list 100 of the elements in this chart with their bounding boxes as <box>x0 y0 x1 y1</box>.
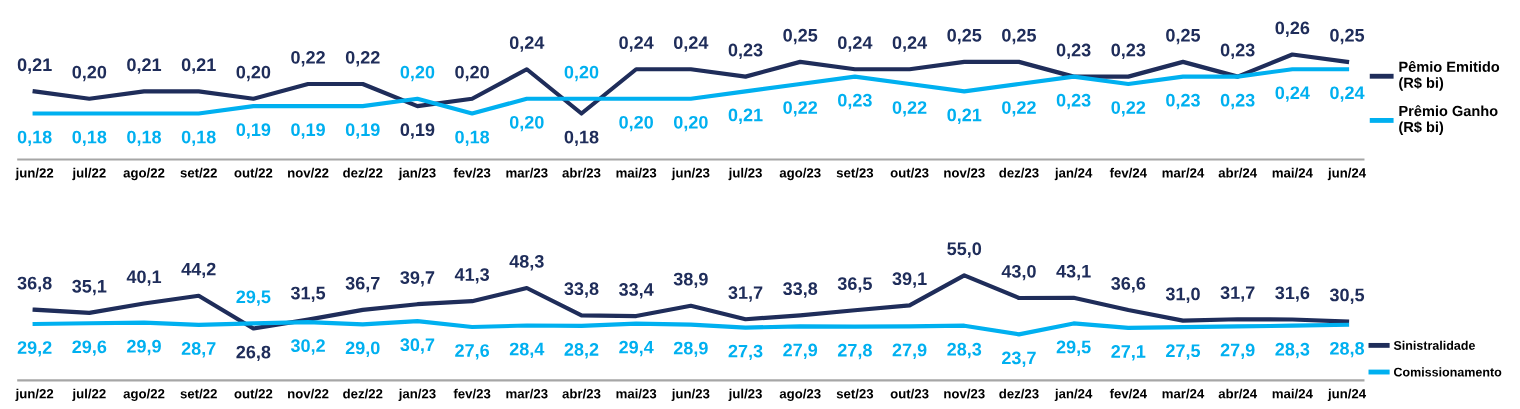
x-tick-label: fev/24 <box>1109 167 1147 178</box>
legend-label: Prêmio Ganho (R$ bi) <box>1399 105 1498 136</box>
x-tick-label: jul/23 <box>728 167 762 181</box>
data-label: 29,6 <box>72 340 107 356</box>
data-label: 0,20 <box>455 65 489 82</box>
x-tick-label: jul/22 <box>72 388 106 401</box>
data-label: 27,6 <box>455 344 490 360</box>
data-label: 28,8 <box>1330 341 1365 358</box>
data-label: 44,2 <box>181 262 216 279</box>
x-tick-label: jan/23 <box>398 167 436 181</box>
data-label: 0,20 <box>400 65 435 82</box>
data-label: 33,4 <box>619 283 654 299</box>
data-label: 0,22 <box>1002 101 1036 117</box>
x-tick-label: abr/24 <box>1218 167 1258 178</box>
data-label: 0,18 <box>181 130 216 147</box>
data-label: 0,26 <box>1275 21 1310 37</box>
data-label: 0,25 <box>1330 28 1365 45</box>
data-label: 0,24 <box>619 36 654 52</box>
data-label: 26,8 <box>236 345 271 362</box>
data-label: 27,8 <box>837 343 872 360</box>
x-tick-label: dez/22 <box>343 167 383 178</box>
x-tick-label: jun/22 <box>15 167 54 181</box>
data-label: 0,25 <box>1166 28 1201 45</box>
data-label: 27,3 <box>728 344 763 361</box>
data-label: 43,1 <box>1056 264 1091 281</box>
data-label: 27,9 <box>783 343 818 359</box>
data-label: 29,4 <box>619 340 654 357</box>
x-tick-label: mai/24 <box>1272 167 1313 178</box>
x-tick-label: mai/24 <box>1272 388 1313 399</box>
data-label: 0,22 <box>892 101 927 117</box>
data-label: 31,5 <box>290 286 326 303</box>
data-label: 28,3 <box>947 342 982 359</box>
legend-label: Comissionamento <box>1393 367 1502 377</box>
data-label: 36,6 <box>1111 277 1146 293</box>
x-tick-label: set/22 <box>180 388 217 399</box>
x-tick-label: ago/22 <box>123 388 165 402</box>
data-label: 48,3 <box>509 254 544 271</box>
data-label: 30,5 <box>1329 288 1365 304</box>
data-label: 33,8 <box>783 282 818 298</box>
data-label: 0,23 <box>1056 43 1091 60</box>
x-tick-label: dez/23 <box>999 388 1039 399</box>
x-tick-label: mar/23 <box>506 167 548 178</box>
data-label: 0,18 <box>127 130 162 147</box>
data-label: 0,24 <box>838 36 873 52</box>
x-tick-label: out/23 <box>890 388 929 399</box>
data-label: 0,22 <box>345 50 380 67</box>
x-tick-label: out/23 <box>890 167 929 178</box>
data-label: 0,23 <box>1220 43 1255 60</box>
data-label: 29,5 <box>236 290 271 306</box>
data-label: 38,9 <box>673 272 708 289</box>
data-label: 30,2 <box>290 339 325 355</box>
x-tick-label: mar/23 <box>506 388 548 399</box>
data-label: 28,2 <box>564 343 599 359</box>
data-label: 0,20 <box>564 65 599 82</box>
data-label: 33,8 <box>564 282 599 298</box>
data-label: 43,0 <box>1001 264 1036 281</box>
x-tick-label: dez/22 <box>343 388 383 399</box>
data-label: 0,21 <box>181 58 216 74</box>
x-tick-label: jun/24 <box>1327 167 1367 181</box>
data-label: 0,18 <box>72 130 107 147</box>
data-label: 28,4 <box>509 342 545 359</box>
data-label: 28,7 <box>181 342 216 358</box>
data-label: 0,21 <box>947 108 982 124</box>
x-tick-label: abr/23 <box>562 167 601 178</box>
x-tick-label: jan/24 <box>1054 388 1093 401</box>
x-tick-label: jul/23 <box>728 388 762 401</box>
x-tick-label: dez/23 <box>999 167 1039 178</box>
data-label: 35,1 <box>72 279 107 296</box>
data-label: 0,18 <box>564 130 599 147</box>
x-tick-label: mar/24 <box>1162 388 1205 399</box>
data-label: 0,23 <box>1220 93 1255 110</box>
data-label: 36,8 <box>17 276 52 293</box>
data-label: 0,18 <box>17 130 52 147</box>
data-label: 0,19 <box>291 123 325 139</box>
data-label: 0,21 <box>127 58 162 74</box>
data-label: 0,24 <box>1330 86 1365 102</box>
data-label: 0,20 <box>236 65 271 82</box>
data-label: 31,7 <box>728 286 763 302</box>
data-label: 28,9 <box>673 341 708 358</box>
data-label: 0,23 <box>838 93 872 110</box>
x-tick-label: mar/24 <box>1162 167 1205 178</box>
legend-label: Pêmio Emitido (R$ bi) <box>1399 60 1500 91</box>
data-label: 29,0 <box>345 341 380 357</box>
x-tick-label: jul/22 <box>72 167 106 181</box>
data-label: 0,23 <box>1111 43 1146 60</box>
data-label: 31,7 <box>1220 286 1255 302</box>
x-tick-label: jun/23 <box>671 167 710 181</box>
data-label: 40,1 <box>126 270 162 286</box>
data-label: 0,22 <box>1111 101 1146 117</box>
x-tick-label: jun/24 <box>1327 388 1367 401</box>
data-label: 31,6 <box>1275 286 1310 302</box>
data-label: 27,1 <box>1111 345 1146 361</box>
data-label: 27,9 <box>1220 343 1255 359</box>
data-label: 0,23 <box>1166 93 1200 110</box>
data-label: 0,24 <box>1275 86 1310 102</box>
data-label: 28,3 <box>1275 342 1310 359</box>
x-tick-label: abr/24 <box>1218 388 1258 399</box>
x-tick-label: fev/23 <box>453 167 491 178</box>
x-tick-label: out/22 <box>234 388 273 399</box>
x-tick-label: nov/22 <box>288 167 329 178</box>
